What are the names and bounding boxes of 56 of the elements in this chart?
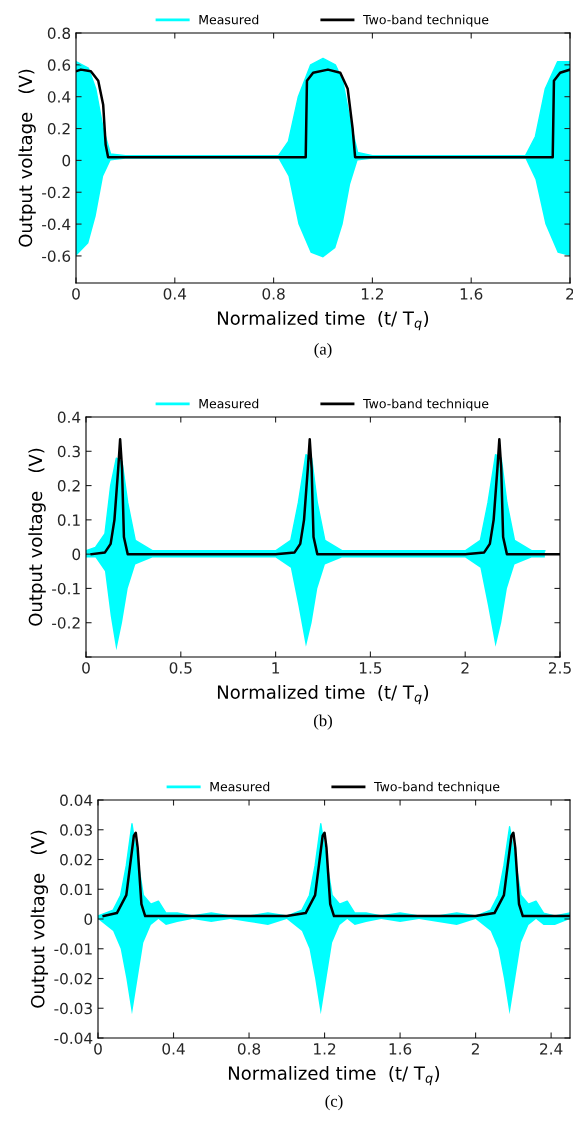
text: (a): [314, 343, 332, 359]
x-tick-label: 2: [461, 662, 469, 674]
y-axis-title: Output voltage (V): [18, 69, 36, 247]
x-tick-label: 0.4: [163, 288, 187, 300]
x-tick-label: 2.4: [540, 1043, 563, 1055]
y-tick-label: 0.4: [57, 411, 81, 424]
x-tick-label: 0: [94, 1043, 102, 1055]
text: (b): [314, 714, 332, 730]
y-tick-label: 0: [84, 913, 93, 926]
legend-label: Measured: [210, 781, 270, 792]
y-tick-label: 0.4: [47, 91, 71, 103]
x-axis-title: Normalized time (t/ T$_{q}$): [217, 310, 429, 331]
legend-label: Two-band technique: [363, 398, 489, 411]
x-tick-label: 1: [272, 662, 280, 674]
x-axis-title: Normalized time (t/ T$_{q}$): [217, 684, 429, 705]
legend-label: Measured: [199, 398, 259, 409]
y-tick-label: 0.02: [60, 853, 92, 866]
x-tick-label: 0.5: [169, 662, 192, 674]
y-tick-label: 0.1: [57, 514, 80, 526]
y-tick-label: 0.04: [60, 794, 93, 807]
x-tick-label: 2.5: [548, 662, 571, 674]
y-tick-label: -0.4: [42, 218, 71, 231]
y-axis-title: Output voltage (V): [28, 448, 46, 626]
y-tick-label: 0.6: [47, 59, 71, 71]
y-tick-label: 0.2: [57, 480, 80, 492]
y-tick-label: -0.02: [54, 972, 92, 985]
x-tick-label: 1.6: [389, 1043, 412, 1055]
y-tick-label: 0.3: [57, 445, 80, 458]
legend-label: Measured: [199, 14, 259, 25]
y-tick-label: -0.03: [54, 1002, 92, 1015]
x-tick-label: 2: [566, 288, 573, 300]
y-tick-label: -0.2: [52, 617, 80, 629]
legend-label: Two-band technique: [374, 781, 500, 794]
x-tick-label: 0.4: [162, 1043, 185, 1055]
x-tick-label: 1.5: [359, 662, 382, 674]
x-tick-label: 1.2: [361, 288, 384, 300]
y-tick-label: -0.04: [54, 1032, 93, 1045]
y-tick-label: 0.8: [47, 27, 71, 40]
y-tick-label: 0.2: [47, 123, 70, 135]
y-tick-label: -0.01: [54, 943, 92, 955]
y-axis-title: Output voltage (V): [30, 830, 49, 1008]
y-tick-label: 0: [72, 548, 81, 561]
y-tick-label: -0.6: [42, 250, 71, 262]
y-tick-label: 0.01: [60, 883, 92, 896]
y-tick-label: -0.2: [42, 186, 70, 199]
x-tick-label: 1.6: [460, 288, 483, 300]
y-tick-label: 0.03: [60, 824, 92, 836]
x-tick-label: 2: [471, 1043, 479, 1055]
x-axis-title: Normalized time (t/ T$_{q}$): [228, 1065, 440, 1086]
x-tick-label: 0.8: [262, 288, 285, 300]
y-tick-label: -0.1: [52, 582, 80, 595]
x-tick-label: 1.2: [314, 1043, 336, 1055]
text: (c): [325, 1095, 343, 1111]
legend-label: Two-band technique: [363, 14, 489, 27]
x-tick-label: 0.8: [237, 1043, 261, 1055]
y-tick-label: 0: [62, 154, 71, 167]
